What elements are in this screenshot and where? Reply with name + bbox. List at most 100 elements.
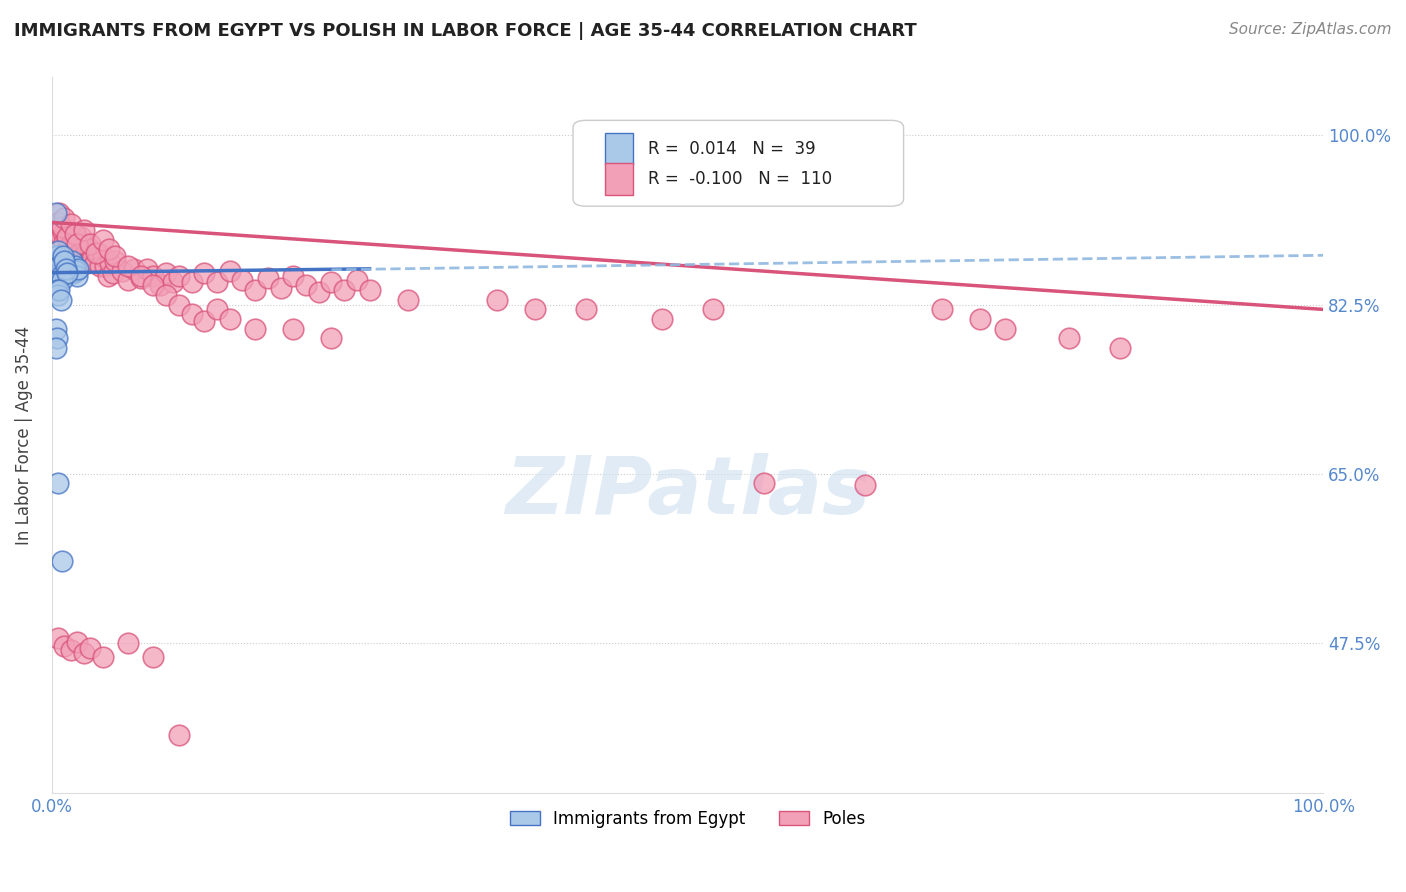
Point xyxy=(45,225,67,239)
Point xyxy=(994,322,1017,336)
Point xyxy=(218,264,240,278)
Point xyxy=(45,249,67,263)
Point xyxy=(66,635,89,649)
Point xyxy=(231,273,253,287)
Point xyxy=(142,268,165,283)
Point xyxy=(53,211,76,225)
Point xyxy=(752,476,775,491)
Point xyxy=(142,278,165,293)
Point xyxy=(243,283,266,297)
Point xyxy=(97,243,120,257)
Point xyxy=(702,302,724,317)
Point xyxy=(575,302,598,317)
Point xyxy=(295,278,318,293)
Point xyxy=(56,230,79,244)
Point xyxy=(283,322,305,336)
Point xyxy=(104,254,127,268)
Point xyxy=(49,230,72,244)
Point xyxy=(94,259,117,273)
FancyBboxPatch shape xyxy=(605,163,633,195)
Point xyxy=(44,235,66,249)
Point xyxy=(48,215,70,229)
Point xyxy=(65,243,87,257)
Point xyxy=(193,266,215,280)
Point xyxy=(52,261,75,276)
Point xyxy=(51,256,73,270)
Point xyxy=(111,264,134,278)
Point xyxy=(51,554,73,568)
Point xyxy=(67,261,90,276)
Point xyxy=(49,264,72,278)
Point xyxy=(218,312,240,326)
Point xyxy=(359,283,381,297)
Point xyxy=(79,640,101,655)
Point xyxy=(155,266,177,280)
Point xyxy=(49,293,72,307)
Point xyxy=(72,249,94,263)
Point xyxy=(142,650,165,665)
Point xyxy=(60,236,83,251)
Point xyxy=(243,322,266,336)
Point xyxy=(1057,331,1080,345)
Point xyxy=(180,307,202,321)
Point xyxy=(855,478,877,492)
Point xyxy=(53,254,76,268)
Point xyxy=(205,302,228,317)
Text: R =  -0.100   N =  110: R = -0.100 N = 110 xyxy=(648,170,832,188)
Point xyxy=(59,261,82,276)
Point xyxy=(52,225,75,239)
Point xyxy=(257,271,280,285)
Point xyxy=(117,636,139,650)
Point xyxy=(104,249,127,263)
Point xyxy=(69,248,91,262)
FancyBboxPatch shape xyxy=(605,133,633,165)
Point xyxy=(59,218,82,232)
Text: R =  0.014   N =  39: R = 0.014 N = 39 xyxy=(648,140,815,158)
Point xyxy=(53,235,76,249)
Point xyxy=(49,268,72,283)
Point xyxy=(270,281,292,295)
Point xyxy=(56,230,79,244)
Point xyxy=(48,283,70,297)
Point xyxy=(1108,341,1130,355)
Point xyxy=(91,249,114,263)
Point xyxy=(46,631,69,645)
Point xyxy=(48,252,70,267)
Point xyxy=(65,264,87,278)
Point xyxy=(333,283,356,297)
Point xyxy=(72,646,94,660)
Point xyxy=(129,268,152,283)
Point xyxy=(62,246,84,260)
Point xyxy=(91,650,114,665)
Point xyxy=(396,293,419,307)
Point xyxy=(45,341,67,355)
Point xyxy=(46,244,69,259)
Point xyxy=(46,288,69,302)
Point xyxy=(321,276,343,290)
Point xyxy=(45,322,67,336)
Point xyxy=(72,239,94,253)
Point xyxy=(73,236,96,251)
Point xyxy=(124,261,146,276)
Point xyxy=(651,312,673,326)
Point xyxy=(193,314,215,328)
Point xyxy=(59,642,82,657)
Point xyxy=(117,273,139,287)
Point xyxy=(66,268,89,283)
Point xyxy=(167,297,190,311)
Point xyxy=(79,236,101,251)
Point xyxy=(60,254,83,268)
Point xyxy=(45,283,67,297)
Point xyxy=(45,249,67,263)
Point xyxy=(523,302,546,317)
Point xyxy=(162,276,184,290)
Point xyxy=(346,273,368,287)
Point xyxy=(45,331,67,345)
Point xyxy=(167,268,190,283)
Point xyxy=(58,266,80,280)
Point xyxy=(283,268,305,283)
Point xyxy=(98,256,121,270)
Point xyxy=(51,220,73,235)
Point xyxy=(70,230,93,244)
Point xyxy=(155,288,177,302)
